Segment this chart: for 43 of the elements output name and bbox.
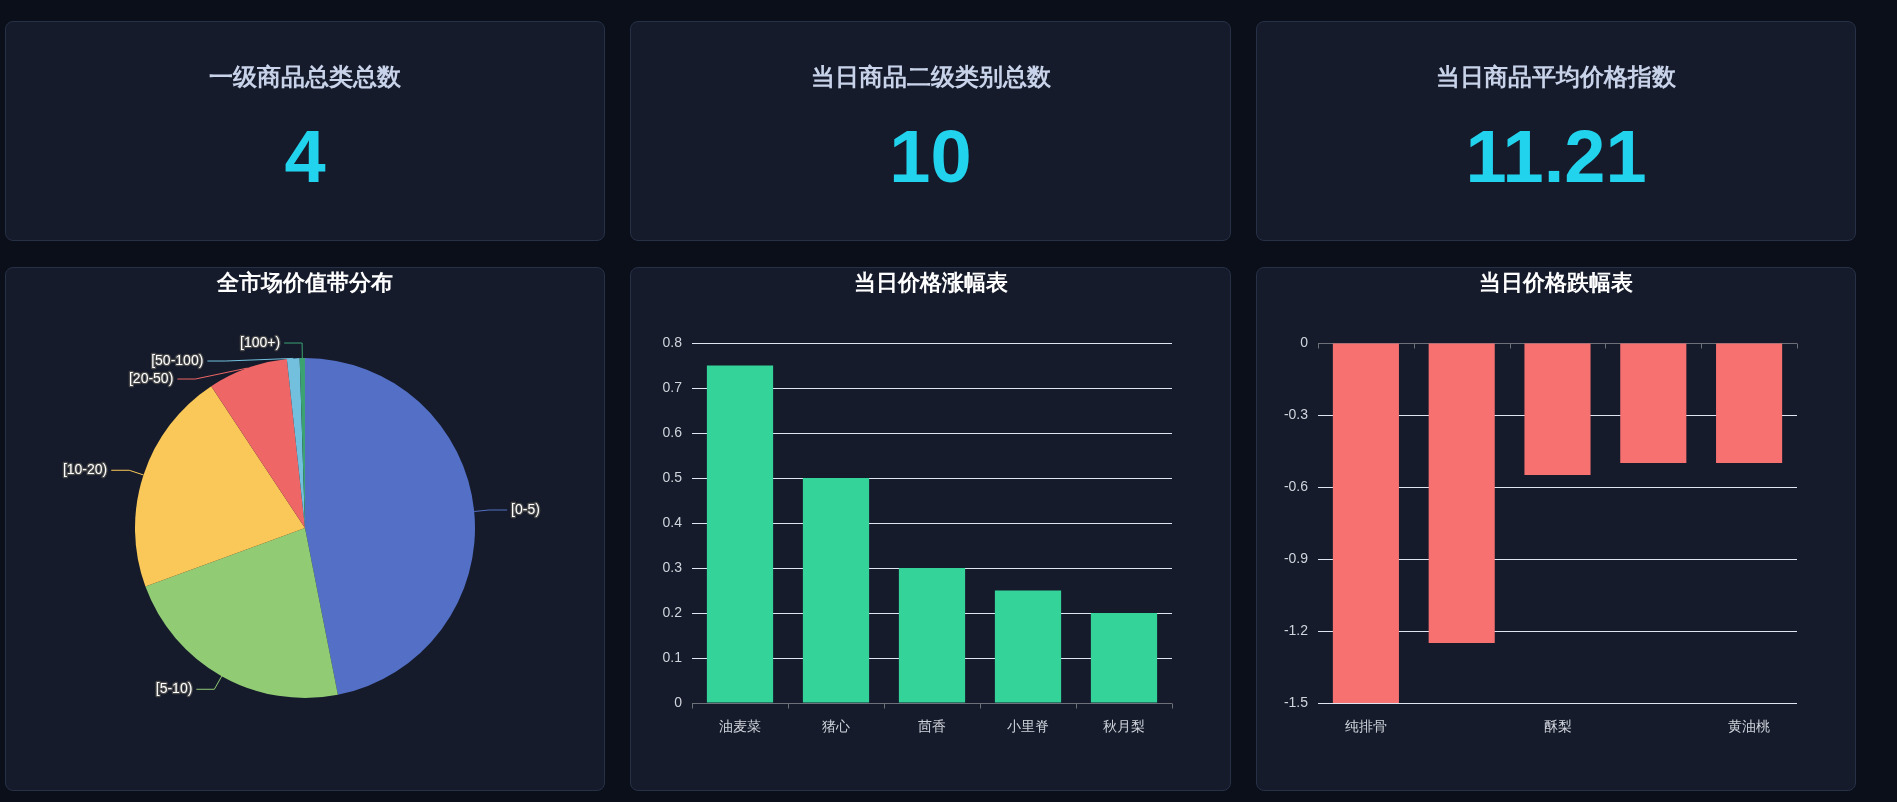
slice-label: [50-100): [151, 351, 204, 368]
y-tick-label: 0: [1300, 333, 1309, 350]
y-tick-label: -1.2: [1283, 621, 1309, 638]
y-tick-label: -0.3: [1283, 405, 1309, 422]
y-tick-label: -1.5: [1283, 693, 1309, 710]
bar: [1090, 613, 1158, 703]
bar: [802, 478, 870, 703]
x-tick-label: 酥梨: [1543, 718, 1572, 735]
x-tick-label: 茴香: [918, 718, 946, 735]
x-tick-label: 黄油桃: [1728, 718, 1771, 735]
slice-label: [10-20): [62, 461, 108, 478]
text: 10: [888, 114, 973, 200]
chart-title: 当日价格跌幅表: [1479, 270, 1633, 296]
text: 11.21: [1464, 114, 1648, 200]
slice-label: [0-5): [511, 500, 540, 517]
x-tick-label: 纯排骨: [1344, 718, 1387, 735]
x-tick-label: 秋月梨: [1103, 718, 1145, 735]
slice-label: [5-10): [155, 680, 193, 697]
x-tick-label: 油麦菜: [719, 718, 761, 735]
bar: [898, 568, 966, 703]
slice-label: [20-50): [128, 369, 174, 386]
text: 当日商品平均价格指数: [1435, 62, 1677, 92]
bar: [994, 590, 1062, 703]
y-tick-label: 0.1: [662, 648, 683, 665]
y-tick-label: 0: [674, 693, 683, 710]
y-tick-label: 0.6: [662, 423, 683, 440]
y-tick-label: 0.7: [662, 378, 683, 395]
y-tick-label: -0.6: [1283, 477, 1309, 494]
text: 当日商品二级类别总数: [809, 62, 1052, 92]
chart-title: 当日价格涨幅表: [853, 270, 1008, 296]
slice-label: [100+): [240, 333, 281, 350]
y-tick-label: 0.5: [662, 468, 683, 485]
y-tick-label: 0.2: [662, 603, 683, 620]
bar: [706, 365, 774, 703]
x-tick-label: 猪心: [822, 718, 850, 735]
y-tick-label: -0.9: [1283, 549, 1309, 566]
text: 一级商品总类总数: [208, 62, 402, 92]
y-tick-label: 0.8: [662, 333, 683, 350]
text: 4: [283, 114, 327, 200]
y-tick-label: 0.4: [662, 513, 683, 530]
chart-title: 全市场价值带分布: [216, 270, 393, 296]
y-tick-label: 0.3: [662, 558, 683, 575]
x-tick-label: 小里脊: [1007, 718, 1049, 735]
